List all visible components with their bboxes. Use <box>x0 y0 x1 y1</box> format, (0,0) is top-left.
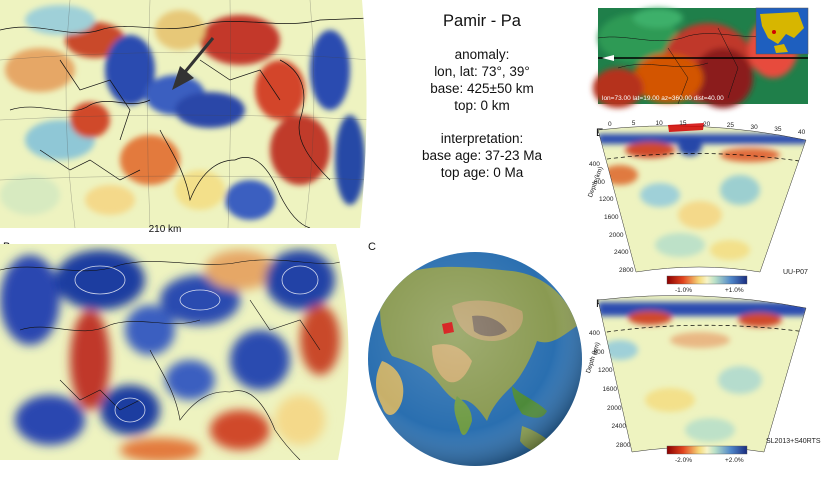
colorbar-e <box>666 275 748 285</box>
section-e-depth-tick: 400 <box>589 161 600 168</box>
section-f-depth-tick: 2400 <box>611 423 626 431</box>
section-e-depth-tick: 2800 <box>619 267 634 274</box>
colorbar-f <box>666 445 748 455</box>
page-title: Pamir - Pa <box>443 12 521 30</box>
section-e-x-tick: 35 <box>774 126 782 134</box>
section-e-depth-tick: 2400 <box>614 249 629 257</box>
section-e-x-tick: 10 <box>655 120 663 128</box>
section-e-model: UU-P07 <box>783 269 808 276</box>
colorbar-e-min: -1.0% <box>675 287 692 294</box>
section-e-x-tick: 20 <box>703 121 711 129</box>
anomaly-lonlat: lon, lat: 73°, 39° <box>434 64 530 79</box>
tomography-map-b <box>0 244 349 460</box>
section-f-depth-tick: 2800 <box>616 442 631 449</box>
colorbar-e-max: +1.0% <box>725 287 744 294</box>
tomography-map-a <box>0 0 367 228</box>
section-f-depth-tick: 2000 <box>607 404 622 412</box>
colorbar-f-max: +2.0% <box>725 457 744 464</box>
inset-caption: lon=73.00 lat=19.00 az=360.00 dist=40.00 <box>602 95 724 102</box>
interpretation-heading: interpretation: <box>440 131 524 146</box>
section-e-depth-tick: 1200 <box>599 196 614 204</box>
anomaly-heading: anomaly: <box>454 47 510 62</box>
anomaly-top: top: 0 km <box>454 98 510 113</box>
section-e-depth-tick: 2000 <box>609 231 624 239</box>
section-e-x-tick: 15 <box>679 120 687 128</box>
section-f-depth-tick: 1200 <box>598 367 613 375</box>
interpretation-base-age: base age: 37-23 Ma <box>421 148 543 163</box>
section-f-depth-tick: 1600 <box>602 386 617 393</box>
interpretation-top-age: top age: 0 Ma <box>440 165 524 180</box>
section-e-x-tick: 40 <box>798 128 806 136</box>
section-e-x-tick: 30 <box>750 123 758 131</box>
section-e-depth-tick: 800 <box>594 178 605 186</box>
anomaly-info: Pamir - Pa anomaly: lon, lat: 73°, 39° b… <box>388 10 576 181</box>
inset-location-map: lon=73.00 lat=19.00 az=360.00 dist=40.00 <box>593 7 809 108</box>
colorbar-f-min: -2.0% <box>675 457 692 464</box>
scale-label: 210 km <box>148 224 182 235</box>
section-f-depth-tick: 800 <box>593 348 605 356</box>
anomaly-base: base: 425±50 km <box>430 81 534 96</box>
globe-c <box>368 252 582 466</box>
section-e-depth-tick: 1600 <box>604 214 619 221</box>
section-f-model: SL2013+S40RTS <box>766 438 821 445</box>
section-e-x-tick: 25 <box>726 122 734 130</box>
section-f-depth-tick: 400 <box>589 330 600 337</box>
section-e-x-tick: 5 <box>631 120 636 128</box>
panel-letter-c: C <box>368 241 376 253</box>
section-e-x-tick: 0 <box>608 121 612 129</box>
